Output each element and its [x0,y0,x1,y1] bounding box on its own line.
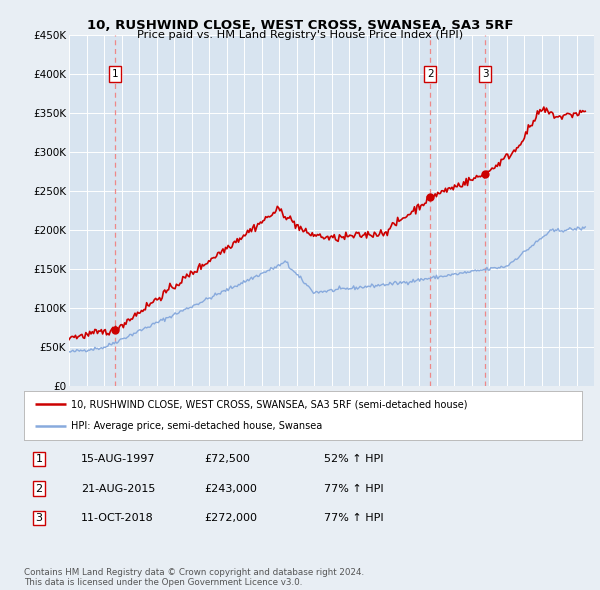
Text: 1: 1 [35,454,43,464]
Text: 2: 2 [427,70,434,80]
Text: £72,500: £72,500 [204,454,250,464]
Text: 15-AUG-1997: 15-AUG-1997 [81,454,155,464]
Text: 77% ↑ HPI: 77% ↑ HPI [324,513,383,523]
Text: 77% ↑ HPI: 77% ↑ HPI [324,484,383,493]
Text: 10, RUSHWIND CLOSE, WEST CROSS, SWANSEA, SA3 5RF (semi-detached house): 10, RUSHWIND CLOSE, WEST CROSS, SWANSEA,… [71,399,468,409]
Text: 10, RUSHWIND CLOSE, WEST CROSS, SWANSEA, SA3 5RF: 10, RUSHWIND CLOSE, WEST CROSS, SWANSEA,… [87,19,513,32]
Text: 11-OCT-2018: 11-OCT-2018 [81,513,154,523]
Text: 1: 1 [112,70,118,80]
Text: Contains HM Land Registry data © Crown copyright and database right 2024.
This d: Contains HM Land Registry data © Crown c… [24,568,364,587]
Text: £243,000: £243,000 [204,484,257,493]
Text: 3: 3 [35,513,43,523]
Text: HPI: Average price, semi-detached house, Swansea: HPI: Average price, semi-detached house,… [71,421,323,431]
Text: 2: 2 [35,484,43,493]
Text: 3: 3 [482,70,488,80]
Text: 52% ↑ HPI: 52% ↑ HPI [324,454,383,464]
Text: £272,000: £272,000 [204,513,257,523]
Text: 21-AUG-2015: 21-AUG-2015 [81,484,155,493]
Text: Price paid vs. HM Land Registry's House Price Index (HPI): Price paid vs. HM Land Registry's House … [137,30,463,40]
